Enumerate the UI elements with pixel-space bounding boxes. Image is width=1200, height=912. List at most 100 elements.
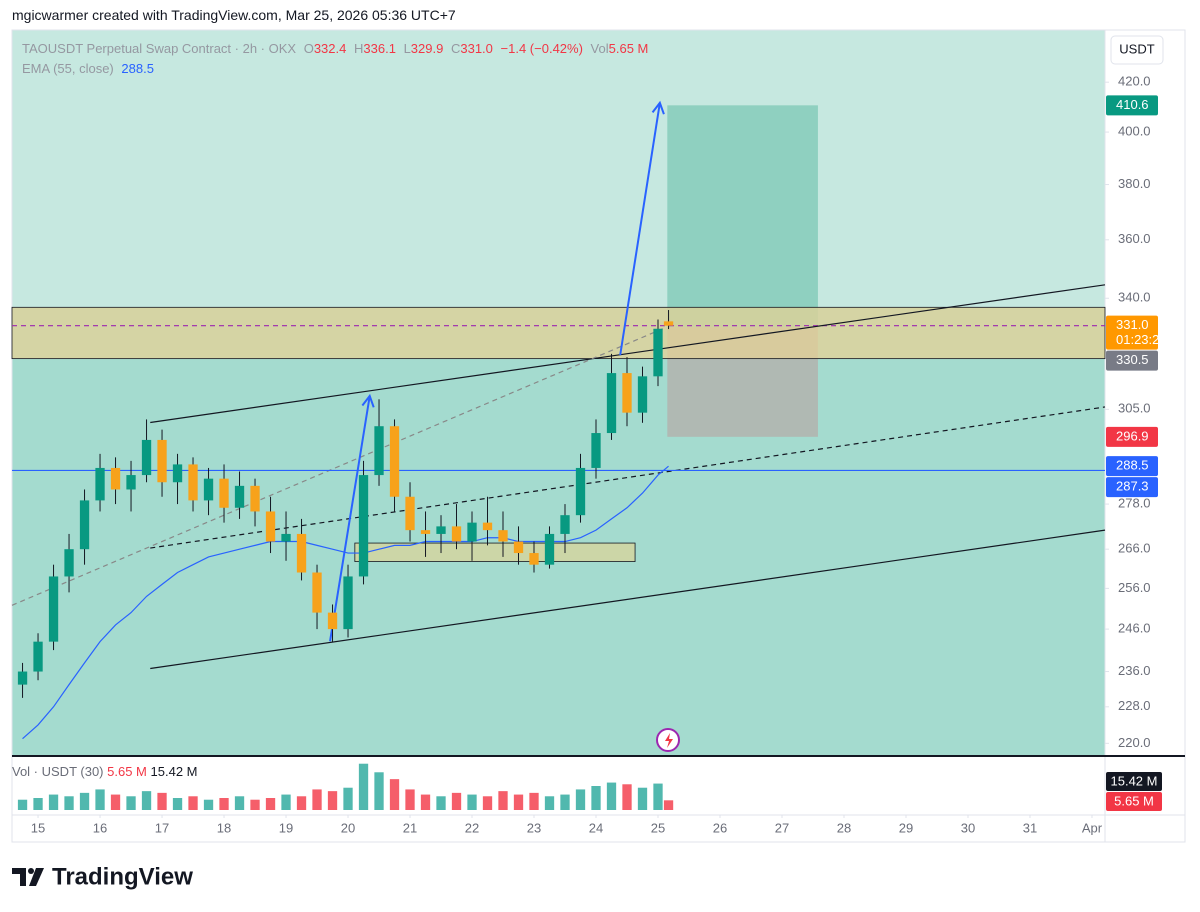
symbol-legend: TAOUSDT Perpetual Swap Contract · 2h · O… — [22, 41, 652, 56]
candle-body — [172, 464, 183, 483]
x-tick-label: 16 — [93, 820, 107, 835]
volume-bar — [544, 796, 555, 810]
volume-bar — [95, 789, 105, 810]
volume-bar — [575, 789, 586, 810]
volume-bar — [33, 798, 43, 810]
l-label: L — [403, 41, 411, 56]
y-tick-label: 236.0 — [1118, 663, 1151, 678]
volume-bar — [17, 799, 28, 810]
candle-body — [451, 526, 462, 542]
countdown: 01:23:20 — [1116, 332, 1167, 347]
candle-body — [405, 496, 415, 531]
y-tick-label: 400.0 — [1118, 124, 1151, 139]
price-label-text: 330.5 — [1116, 352, 1149, 367]
price-label — [1106, 95, 1158, 116]
candle-body — [234, 485, 245, 508]
candle-body — [591, 433, 601, 468]
attribution: mgicwarmer created with TradingView.com,… — [12, 7, 456, 23]
volume-bar — [591, 786, 601, 810]
candle-body — [343, 576, 353, 630]
volume-bar — [203, 799, 214, 810]
event-bolt — [665, 733, 673, 748]
candle-body — [188, 464, 198, 501]
candle-body — [126, 475, 136, 490]
volume-bar — [281, 794, 291, 810]
arrow — [329, 395, 371, 642]
candle-body — [296, 533, 307, 573]
drawing-rect — [667, 105, 818, 328]
candle-body — [157, 439, 167, 483]
candle-body — [219, 478, 229, 508]
candle-body — [637, 376, 648, 413]
y-tick-label: 228.0 — [1118, 698, 1151, 713]
x-tick-label: 30 — [961, 820, 975, 835]
ema-legend: EMA (55, close) 288.5 — [22, 61, 158, 76]
volume-bar — [296, 796, 307, 810]
volume-bar — [467, 794, 477, 810]
candle-body — [389, 426, 400, 497]
trend-line — [150, 529, 1106, 670]
price-label-text: 287.3 — [1116, 479, 1149, 494]
y-tick-label: 360.0 — [1118, 231, 1151, 246]
c-label: C — [450, 41, 461, 56]
candle-body — [498, 530, 508, 542]
vol-axis-text: 5.65 M — [1114, 793, 1154, 808]
candle-body — [560, 515, 570, 534]
price-label — [1106, 456, 1158, 477]
x-tick-label: 31 — [1023, 820, 1037, 835]
price-label-text: 331.0 — [1116, 317, 1149, 332]
vol-value: 5.65 M — [608, 41, 649, 56]
candle-body — [250, 485, 260, 512]
candle-body — [420, 530, 431, 534]
symbol: TAOUSDT Perpetual Swap Contract · 2h · O… — [22, 41, 297, 56]
candle-body — [281, 533, 291, 542]
volume-bar — [622, 784, 632, 810]
price-label — [1106, 477, 1158, 498]
candle-body — [33, 641, 43, 672]
candle-body — [95, 467, 105, 501]
y-tick-label: 256.0 — [1118, 580, 1151, 595]
price-label — [1106, 426, 1158, 447]
volume-bar — [513, 794, 524, 810]
volume-bar — [79, 792, 90, 810]
trend-line — [11, 327, 666, 606]
drawing-rect — [11, 306, 1106, 360]
x-tick-label: Apr — [1082, 820, 1103, 835]
candle-body — [203, 478, 214, 501]
price-label-text: 288.5 — [1116, 458, 1149, 473]
y-tick-label: 266.0 — [1118, 541, 1151, 556]
volume-bar — [451, 792, 462, 810]
lower-background — [12, 307, 1105, 755]
candle-body — [529, 553, 539, 565]
volume-bar — [126, 796, 136, 810]
volume-bar — [327, 791, 338, 810]
volume-ma: 15.42 M — [151, 764, 198, 779]
arrow-head — [361, 393, 375, 408]
currency-button[interactable] — [1110, 35, 1164, 65]
candle-body — [358, 475, 369, 577]
volume-bar — [482, 796, 493, 810]
volume-bar — [343, 787, 353, 810]
x-tick-label: 23 — [527, 820, 541, 835]
volume-bar — [498, 791, 508, 810]
x-tick-label: 19 — [279, 820, 293, 835]
arrow-head — [651, 100, 665, 115]
volume-bar — [110, 794, 121, 810]
candle-body — [141, 439, 152, 476]
x-tick-label: 26 — [713, 820, 727, 835]
y-tick-label: 340.0 — [1118, 290, 1151, 305]
change: −1.4 (−0.42%) — [500, 41, 583, 56]
ema-value: 288.5 — [121, 61, 154, 76]
y-tick-label: 246.0 — [1118, 621, 1151, 636]
volume-bar — [250, 799, 260, 810]
candle-body — [606, 373, 617, 434]
y-tick-label: 220.0 — [1118, 735, 1151, 750]
x-tick-label: 21 — [403, 820, 417, 835]
x-tick-label: 18 — [217, 820, 231, 835]
vol-label: Vol — [590, 41, 609, 56]
upper-background — [12, 30, 1105, 307]
o-value: 332.4 — [313, 41, 347, 56]
x-tick-label: 24 — [589, 820, 603, 835]
vol-ma-axis-text: 15.42 M — [1111, 773, 1158, 788]
volume-bar — [312, 789, 322, 810]
